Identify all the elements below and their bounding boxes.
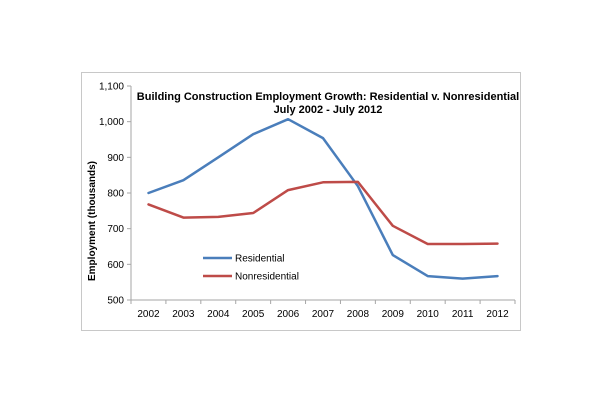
y-tick-label: 700 [107,224,124,235]
x-tick-label: 2002 [137,309,160,320]
y-tick-label: 800 [107,189,124,200]
x-tick-label: 2011 [452,309,474,320]
y-tick-label: 500 [107,296,124,307]
x-tick-label: 2009 [382,309,405,320]
series-line-nonresidential [147,180,499,246]
chart-title: Building Construction Employment Growth:… [137,91,519,103]
x-tick-label: 2010 [417,309,440,320]
y-axis-title: Employment (thousands) [87,161,98,281]
y-tick-label: 1,000 [99,117,124,128]
chart-frame: Building Construction Employment Growth:… [81,72,521,331]
x-axis: 2002 2003 2004 2005 2006 2007 2008 2009 2010 2011… [130,299,516,320]
series-lines [147,117,499,280]
legend: Residential Nonresidential [203,254,299,283]
x-tick-label: 2012 [486,309,509,320]
y-tick-label: 900 [107,153,124,164]
x-tick-label: 2004 [207,309,230,320]
y-axis: 500 600 700 800 900 1,000 1,100 [99,82,132,307]
y-tick-label: 600 [107,260,124,271]
x-tick-label: 2007 [312,309,335,320]
line-chart: Building Construction Employment Growth:… [87,82,519,321]
y-tick-label: 1,100 [99,82,124,93]
x-tick-label: 2006 [277,309,300,320]
chart-subtitle: July 2002 - July 2012 [274,104,383,116]
x-tick-label: 2003 [172,309,195,320]
series-line-residential [147,117,499,280]
legend-label-residential: Residential [235,254,284,265]
x-tick-label: 2005 [242,309,265,320]
legend-label-nonresidential: Nonresidential [235,272,299,283]
x-tick-label: 2008 [347,309,370,320]
